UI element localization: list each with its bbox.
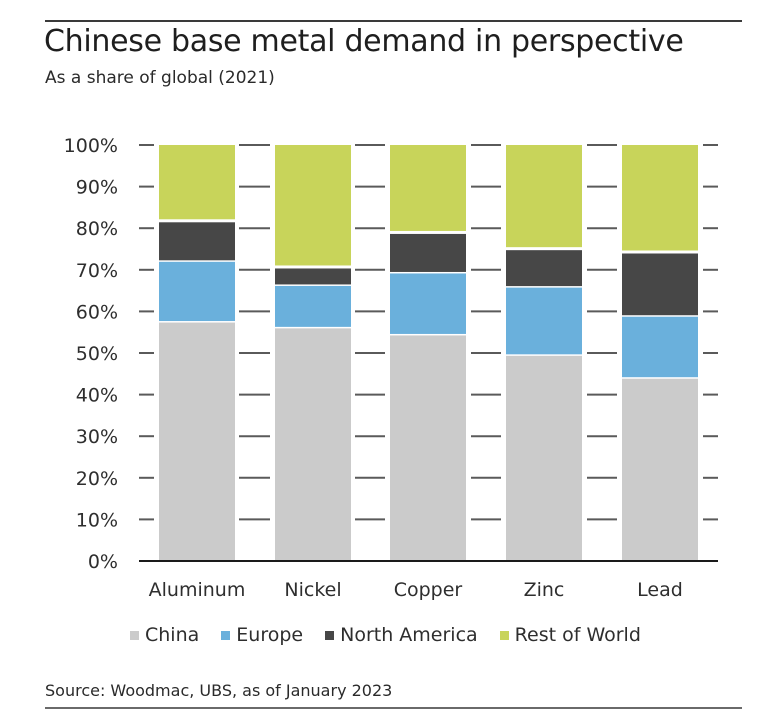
x-tick-label: Aluminum (149, 579, 246, 601)
y-tick-label: 50% (76, 343, 118, 365)
y-tick-label: 10% (76, 509, 118, 531)
bar-segment-lead-north-america (622, 253, 698, 316)
y-tick-label: 70% (76, 260, 118, 282)
bar-segment-copper-europe (390, 273, 466, 334)
y-tick-label: 90% (76, 177, 118, 199)
y-tick-label: 100% (64, 135, 118, 157)
legend-swatch (499, 630, 509, 640)
bar-segment-copper-china (390, 335, 466, 562)
bottom-rule (45, 707, 742, 709)
bar-segment-lead-europe (622, 316, 698, 378)
bar-segment-aluminum-rest-of-world (159, 145, 235, 220)
legend: China Europe North America Rest of World (130, 624, 663, 646)
y-tick-label: 0% (88, 551, 118, 573)
legend-item-rest-of-world: Rest of World (499, 624, 641, 646)
bar-segment-nickel-china (275, 328, 351, 562)
bar-segment-lead-rest-of-world (622, 145, 698, 251)
bars (159, 145, 698, 562)
bar-segment-zinc-rest-of-world (506, 145, 582, 248)
x-tick-label: Copper (394, 579, 463, 601)
y-tick-label: 40% (76, 385, 118, 407)
bar-segment-aluminum-north-america (159, 222, 235, 261)
y-tick-label: 20% (76, 468, 118, 490)
y-tick-label: 60% (76, 301, 118, 323)
legend-swatch (130, 630, 139, 640)
chart-title: Chinese base metal demand in perspective (44, 24, 684, 59)
x-tick-label: Lead (637, 579, 683, 601)
legend-label: Europe (236, 624, 304, 646)
bar-segment-zinc-europe (506, 287, 582, 355)
x-tick-label: Zinc (524, 579, 565, 601)
legend-swatch (221, 630, 231, 640)
bar-segment-zinc-north-america (506, 250, 582, 287)
bar-segment-aluminum-europe (159, 261, 235, 322)
y-tick-label: 80% (76, 218, 118, 240)
source-note: Source: Woodmac, UBS, as of January 2023 (45, 681, 393, 700)
legend-item-north-america: North America (325, 624, 478, 646)
bar-segment-nickel-north-america (275, 268, 351, 285)
bar-segment-aluminum-china (159, 322, 235, 562)
legend-item-europe: Europe (221, 624, 303, 646)
chart-subtitle: As a share of global (2021) (45, 68, 275, 88)
legend-label: China (145, 624, 200, 646)
bar-segment-copper-north-america (390, 233, 466, 272)
x-tick-label: Nickel (284, 579, 341, 601)
legend-swatch (325, 630, 335, 640)
bar-segment-lead-china (622, 378, 698, 562)
legend-label: Rest of World (514, 624, 641, 646)
legend-label: North America (340, 624, 478, 646)
top-rule (45, 20, 742, 22)
x-axis-labels: Aluminum Nickel Copper Zinc Lead (149, 579, 683, 601)
bar-segment-copper-rest-of-world (390, 145, 466, 231)
chart-plot: 0% 10% 20% 30% 40% 50% 60% 70% 80% 90% 100% Alumin… (64, 135, 718, 601)
bar-segment-zinc-china (506, 355, 582, 562)
y-axis: 0% 10% 20% 30% 40% 50% 60% 70% 80% 90% 100% (64, 135, 718, 573)
bar-segment-nickel-europe (275, 285, 351, 327)
bar-segment-nickel-rest-of-world (275, 145, 351, 266)
legend-item-china: China (130, 624, 199, 646)
y-tick-label: 30% (76, 426, 118, 448)
